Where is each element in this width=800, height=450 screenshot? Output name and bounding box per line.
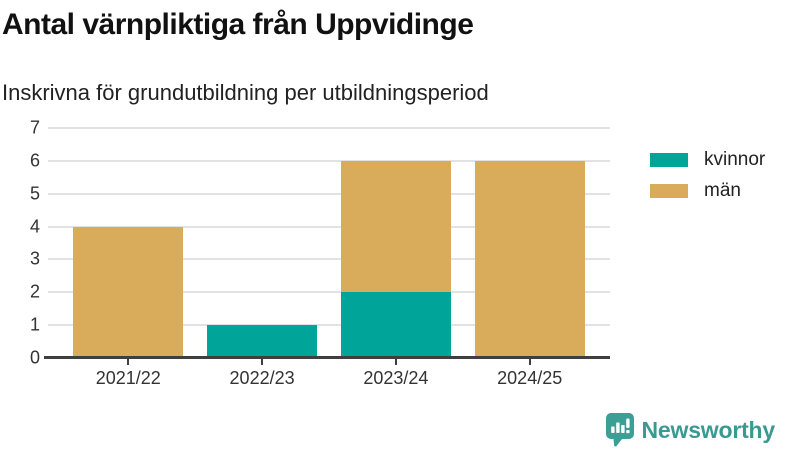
y-tick-label: 1 [29,314,40,335]
x-tick-label: 2023/24 [363,368,429,388]
bar-segment-män-2021/22 [73,226,184,358]
y-axis-labels: 0 1 2 3 4 5 6 7 [0,118,40,368]
x-axis-line [44,356,610,359]
gridline [48,192,610,195]
legend: kvinnor män [650,149,765,211]
bar-segment-män-2024/25 [474,160,585,358]
y-tick-label: 0 [29,347,40,368]
gridline [48,127,610,129]
legend-label: män [704,180,741,201]
gridline [48,258,610,261]
x-axis: 2021/22 2022/23 2023/24 2024/25 [48,359,610,399]
branding-name: Newsworthy [641,416,776,443]
legend-swatch [650,184,688,198]
x-tick-label: 2021/22 [95,368,161,388]
x-tick-mark [528,359,531,365]
legend-item-män: män [650,180,765,202]
x-tick-label: 2022/23 [229,368,295,388]
chart-subtitle: Inskrivna för grundutbildning per utbild… [2,80,489,105]
x-tick-mark [261,359,264,365]
y-tick-label: 7 [29,117,40,138]
y-tick-label: 6 [29,150,40,171]
x-tick-mark [394,359,397,365]
y-tick-label: 4 [29,216,40,237]
legend-label: kvinnor [704,149,766,170]
bar-segment-kvinnor-2022/23 [207,325,317,358]
x-tick-label: 2024/25 [497,368,563,388]
gridline [48,159,610,162]
y-tick-label: 2 [29,281,40,302]
gridline [48,324,610,327]
bar-chart-speech-bubble-icon [605,413,634,447]
legend-item-kvinnor: kvinnor [650,149,765,171]
y-tick-label: 5 [29,183,40,204]
chart-title: Antal värnpliktiga från Uppvidinge [2,8,474,41]
gridline [48,291,610,294]
plot-area [48,127,610,358]
bar-segment-män-2023/24 [341,160,451,293]
bar-segment-kvinnor-2023/24 [341,292,451,358]
y-tick-label: 3 [29,248,40,269]
gridline [48,225,610,228]
x-tick-mark [127,359,130,365]
legend-swatch [650,153,688,167]
branding: Newsworthy [605,413,776,447]
